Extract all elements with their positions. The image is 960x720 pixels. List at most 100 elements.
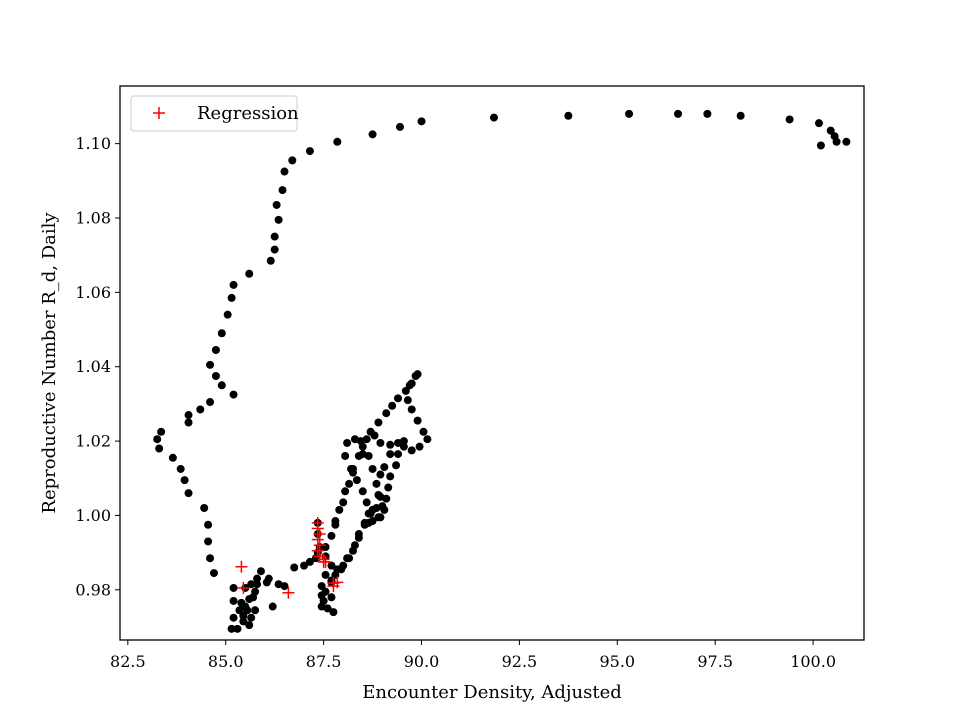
observed-point (212, 372, 220, 380)
observed-point (418, 117, 426, 125)
data-points (153, 110, 850, 633)
observed-point (269, 603, 277, 611)
observed-point (210, 569, 218, 577)
observed-point (414, 370, 422, 378)
observed-point (243, 606, 251, 614)
observed-point (343, 439, 351, 447)
observed-point (378, 502, 386, 510)
observed-point (625, 110, 633, 118)
y-axis-label: Reproductive Number R_d, Daily (39, 212, 60, 514)
observed-point (239, 617, 247, 625)
observed-point (322, 588, 330, 596)
observed-point (388, 402, 396, 410)
observed-point (230, 584, 238, 592)
observed-point (322, 571, 330, 579)
y-tick-label: 1.08 (75, 208, 111, 227)
observed-point (347, 465, 355, 473)
observed-point (386, 450, 394, 458)
observed-point (842, 138, 850, 146)
observed-point (404, 396, 412, 404)
y-tick-label: 1.00 (75, 506, 111, 525)
observed-point (185, 489, 193, 497)
observed-point (251, 606, 259, 614)
observed-point (327, 593, 335, 601)
observed-point (416, 443, 424, 451)
observed-point (371, 432, 379, 440)
observed-point (564, 112, 572, 120)
legend: Regression (131, 96, 299, 131)
observed-point (288, 156, 296, 164)
observed-point (235, 606, 243, 614)
observed-point (359, 443, 367, 451)
observed-point (200, 504, 208, 512)
regression-point (314, 528, 326, 540)
y-tick-label: 1.06 (75, 283, 111, 302)
observed-point (230, 391, 238, 399)
observed-point (365, 452, 373, 460)
observed-point (827, 127, 835, 135)
observed-point (230, 281, 238, 289)
observed-point (369, 130, 377, 138)
observed-point (384, 484, 392, 492)
observed-point (394, 394, 402, 402)
observed-point (345, 554, 353, 562)
observed-point (218, 381, 226, 389)
observed-point (230, 597, 238, 605)
observed-point (351, 435, 359, 443)
x-tick-label: 85.0 (208, 652, 244, 671)
observed-point (177, 465, 185, 473)
observed-point (245, 270, 253, 278)
y-tick-label: 0.98 (75, 580, 111, 599)
observed-point (339, 498, 347, 506)
observed-point (185, 411, 193, 419)
plot-frame (120, 86, 864, 640)
observed-point (341, 487, 349, 495)
observed-point (249, 593, 257, 601)
observed-point (224, 311, 232, 319)
observed-point (372, 480, 380, 488)
observed-point (204, 521, 212, 529)
observed-point (327, 532, 335, 540)
observed-point (280, 168, 288, 176)
observed-point (353, 476, 361, 484)
observed-point (351, 541, 359, 549)
observed-point (374, 513, 382, 521)
observed-point (408, 446, 416, 454)
observed-point (408, 405, 416, 413)
observed-point (394, 450, 402, 458)
regression-point (312, 522, 324, 534)
observed-point (386, 472, 394, 480)
observed-point (341, 452, 349, 460)
legend-label-regression: Regression (197, 103, 299, 124)
observed-point (359, 487, 367, 495)
observed-point (374, 418, 382, 426)
observed-point (817, 141, 825, 149)
observed-point (230, 614, 238, 622)
observed-point (271, 233, 279, 241)
observed-point (355, 530, 363, 538)
observed-point (280, 582, 288, 590)
observed-point (306, 147, 314, 155)
observed-point (267, 257, 275, 265)
observed-point (335, 506, 343, 514)
observed-point (737, 112, 745, 120)
y-tick-label: 1.02 (75, 432, 111, 451)
observed-point (365, 510, 373, 518)
observed-point (396, 123, 404, 131)
observed-point (490, 114, 498, 122)
observed-point (185, 418, 193, 426)
y-axis-ticks: 0.981.001.021.041.061.081.10 (75, 134, 120, 599)
observed-point (333, 565, 341, 573)
observed-point (169, 454, 177, 462)
observed-point (386, 441, 394, 449)
x-axis-label: Encounter Density, Adjusted (362, 682, 622, 703)
observed-point (363, 435, 371, 443)
observed-point (204, 537, 212, 545)
observed-point (218, 329, 226, 337)
observed-point (376, 493, 384, 501)
observed-point (196, 405, 204, 413)
observed-point (414, 417, 422, 425)
observed-point (815, 119, 823, 127)
observed-point (376, 471, 384, 479)
observed-point (419, 428, 427, 436)
